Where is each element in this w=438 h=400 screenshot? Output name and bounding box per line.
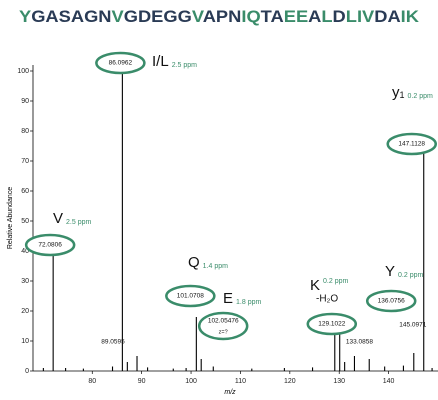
highlight-oval [386,132,437,156]
y-tick-label: 100 [17,68,29,75]
title-segment: D [333,7,346,26]
ion-label: y1 [392,84,405,101]
ppm-note: 1.8 ppm [236,299,261,306]
title-segment: DA [374,7,400,26]
ppm-note: 2.5 ppm [172,62,197,69]
peak-label: 136.0756 [378,298,405,305]
title-segment: TA [261,7,284,26]
x-tick-label: 80 [88,378,96,385]
y-tick-label: 20 [21,308,29,315]
ion-name: Y [385,263,395,280]
highlight-oval [165,284,216,308]
y-tick-label: 50 [21,218,29,225]
title-segment: GDEGG [124,7,192,26]
ppm-note: 1.4 ppm [203,263,228,270]
y-tick-label: 70 [21,158,29,165]
peak-label: 102.05476 [208,318,239,325]
x-tick-label: 120 [284,378,296,385]
title-segment: IK [401,7,420,26]
highlight-oval [197,311,249,341]
highlight-oval [24,233,76,257]
ppm-note: 0.2 ppm [323,278,348,285]
highlight-oval [95,51,146,75]
ion-name: Q [188,254,200,271]
ion-label: I/L [152,53,169,70]
ion-label: E [223,290,233,307]
ppm-note: 0.2 ppm [398,272,423,279]
y-tick-label: 40 [21,248,29,255]
title-segment: GASAGN [31,7,111,26]
ion-label: Q [188,254,200,271]
ion-name: E [223,290,233,307]
y-tick-label: 90 [21,98,29,105]
y-tick-label: 60 [21,188,29,195]
title-segment: L [321,7,332,26]
title-segment: Y [19,7,32,26]
highlight-oval [306,312,358,336]
ion-sub: 1 [400,90,405,100]
title-segment: IQ [241,7,260,26]
y-axis-label: Relative Abundance [7,187,14,249]
title-segment: A [308,7,321,26]
ppm-note: 0.2 ppm [408,93,433,100]
x-tick-label: 90 [138,378,146,385]
y-tick-label: 0 [25,368,29,375]
ion-label: V [53,210,63,227]
peak-label: 133.0858 [346,339,373,346]
peak-label: 72.0806 [38,242,62,249]
x-tick-label: 140 [383,378,395,385]
x-tick-label: 130 [333,378,345,385]
charge-label: z=? [219,329,228,335]
highlight-oval [365,289,417,313]
ion-loss: -H₂O [316,294,338,305]
ion-name: y [392,84,400,101]
x-tick-label: 110 [235,378,246,385]
ion-label: K [310,277,320,294]
ion-name: V [53,210,63,227]
peak-label: 129.1022 [318,321,345,328]
peak-label: 101.0708 [177,293,204,300]
ion-name: K [310,277,320,294]
x-axis-label: m/z [224,389,236,396]
title-segment: LIV [346,7,375,26]
title-segment: V [112,7,125,26]
peak-label: 145.0971 [399,322,426,329]
title-segment: APN [203,7,242,26]
x-tick-label: 100 [185,378,197,385]
ion-label: Y [385,263,395,280]
y-tick-label: 30 [21,278,29,285]
title-segment: V [192,7,205,26]
y-tick-label: 10 [21,338,29,345]
ion-name: I/L [152,53,169,70]
peak-label: 86.0962 [109,60,133,67]
chart-title: YGASAGN VGDEGG VAPN IQTAEE ALDLIV DA IK [19,7,420,26]
y-tick-label: 80 [21,128,29,135]
ppm-note: 2.5 ppm [66,219,91,226]
peak-label: 89.0595 [101,339,125,346]
title-segment: EE [284,7,308,26]
peak-label: 147.1128 [398,141,425,148]
